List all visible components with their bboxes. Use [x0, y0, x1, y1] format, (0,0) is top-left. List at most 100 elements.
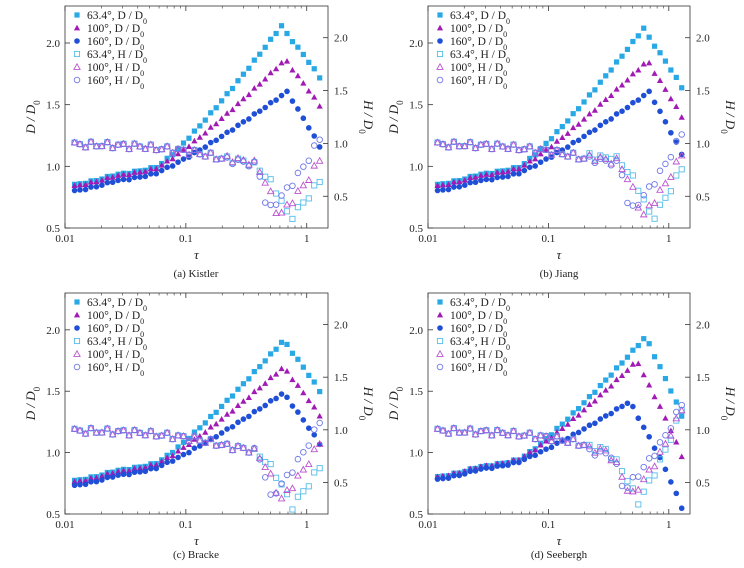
data-point: [174, 447, 182, 454]
data-point: [136, 143, 144, 150]
x-tick-label: 0.01: [418, 519, 437, 531]
data-point: [531, 149, 539, 156]
data-point: [673, 438, 680, 445]
panel-caption: (c) Bracke: [173, 549, 219, 561]
data-point: [294, 455, 302, 463]
data-point: [646, 59, 653, 66]
data-point: [597, 155, 604, 162]
data-point: [273, 30, 279, 37]
y-left-tick-label: 0.5: [46, 509, 60, 521]
data-point: [93, 478, 100, 485]
data-point: [542, 146, 550, 154]
data-point: [158, 432, 165, 439]
data-point: [213, 409, 219, 415]
data-point: [645, 465, 654, 473]
data-point: [466, 425, 474, 432]
data-point: [175, 444, 181, 450]
data-point: [646, 477, 653, 484]
data-point: [219, 403, 225, 410]
data-point: [639, 210, 648, 218]
data-point: [434, 187, 441, 194]
data-point: [472, 468, 479, 474]
data-point: [251, 111, 258, 117]
data-point: [564, 144, 571, 150]
data-point: [316, 144, 323, 150]
data-point: [510, 141, 517, 148]
data-point: [137, 174, 143, 180]
data-point: [229, 127, 236, 133]
data-point: [186, 135, 192, 141]
data-point: [251, 444, 258, 452]
data-point: [677, 151, 686, 159]
data-point: [114, 172, 122, 178]
data-point: [142, 173, 149, 180]
data-point: [581, 133, 587, 140]
data-point: [180, 156, 187, 162]
data-point: [624, 354, 631, 360]
data-point: [158, 162, 165, 168]
data-point: [316, 465, 323, 472]
data-point: [635, 501, 642, 508]
data-point: [608, 92, 615, 98]
data-point: [224, 426, 230, 432]
data-point: [120, 176, 127, 183]
data-point: [223, 110, 231, 116]
data-point: [602, 119, 609, 125]
data-point: [656, 403, 664, 409]
data-point: [278, 23, 285, 29]
data-point: [288, 484, 297, 492]
legend-subscript: 0: [506, 343, 510, 352]
data-point: [597, 101, 604, 107]
data-point: [608, 116, 614, 122]
data-point: [268, 36, 274, 42]
data-point: [82, 186, 89, 193]
legend-marker-h160: [436, 76, 444, 84]
data-point: [316, 103, 323, 109]
data-point: [548, 136, 555, 142]
data-point: [261, 474, 269, 481]
data-point: [268, 351, 274, 357]
x-tick-label: 1: [304, 519, 310, 531]
data-point: [559, 124, 565, 130]
data-point: [158, 167, 165, 174]
data-point: [461, 142, 469, 150]
data-point: [224, 91, 230, 97]
data-point: [153, 170, 160, 177]
data-point: [526, 453, 533, 460]
legend-subscript: 0: [140, 69, 144, 78]
data-point: [569, 435, 577, 443]
data-point: [115, 472, 121, 479]
data-point: [202, 129, 209, 136]
data-point: [163, 143, 171, 150]
data-point: [245, 394, 252, 401]
data-point: [640, 488, 647, 495]
data-point: [570, 111, 576, 117]
data-point: [311, 432, 318, 438]
data-point: [467, 174, 474, 181]
data-point: [87, 424, 95, 432]
data-point: [445, 475, 452, 481]
legend-label: 100°, D / D: [87, 310, 140, 322]
data-point: [88, 184, 94, 190]
data-point: [109, 474, 116, 480]
data-point: [196, 134, 203, 140]
data-point: [526, 157, 533, 164]
data-point: [98, 473, 106, 479]
data-point: [311, 469, 318, 476]
y-left-axis-label-subscript: 0: [395, 100, 405, 105]
data-point: [646, 341, 652, 347]
data-point: [311, 66, 317, 72]
legend-label: 100°, H / D: [450, 349, 503, 361]
data-point: [624, 484, 631, 491]
data-point: [488, 145, 496, 153]
data-point: [646, 381, 653, 388]
data-point: [510, 171, 517, 177]
x-tick-label: 0.01: [55, 233, 74, 245]
x-tick-label: 0.1: [542, 233, 556, 245]
data-point: [499, 143, 506, 150]
data-point: [580, 155, 588, 162]
data-point: [565, 416, 571, 422]
data-point: [300, 51, 306, 58]
data-point: [295, 106, 301, 112]
data-point: [267, 374, 274, 381]
